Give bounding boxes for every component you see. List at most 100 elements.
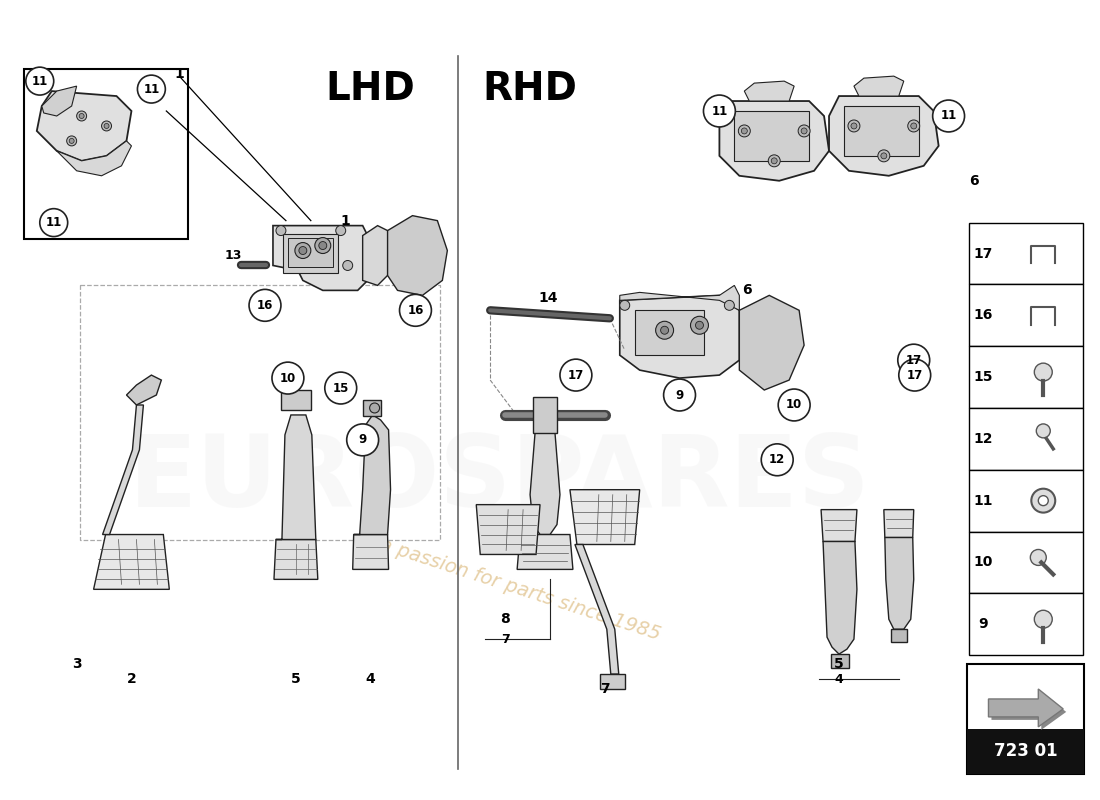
- Text: 12: 12: [769, 454, 785, 466]
- Circle shape: [336, 226, 345, 235]
- Text: EUROSPARES: EUROSPARES: [129, 431, 871, 528]
- Bar: [280, 390, 311, 410]
- Text: 17: 17: [568, 369, 584, 382]
- Bar: [283, 234, 338, 274]
- Circle shape: [138, 75, 165, 103]
- Text: 11: 11: [974, 494, 993, 508]
- Text: 9: 9: [675, 389, 684, 402]
- Polygon shape: [274, 539, 318, 579]
- Polygon shape: [854, 76, 904, 96]
- Bar: [967, 664, 1085, 774]
- Text: 1: 1: [175, 67, 184, 81]
- Polygon shape: [821, 510, 857, 542]
- Circle shape: [761, 444, 793, 476]
- Circle shape: [276, 226, 286, 235]
- Text: 11: 11: [45, 216, 62, 229]
- Bar: [967, 729, 1085, 774]
- Circle shape: [1031, 550, 1046, 566]
- Text: 723 01: 723 01: [993, 742, 1057, 760]
- Circle shape: [771, 158, 778, 164]
- Circle shape: [741, 128, 747, 134]
- Polygon shape: [719, 101, 829, 181]
- Bar: [968, 470, 1084, 531]
- Circle shape: [911, 123, 916, 129]
- Bar: [830, 654, 849, 668]
- Text: 16: 16: [407, 304, 424, 317]
- Circle shape: [663, 379, 695, 411]
- Polygon shape: [354, 415, 390, 534]
- Text: 15: 15: [332, 382, 349, 394]
- Bar: [968, 594, 1084, 655]
- Bar: [968, 285, 1084, 346]
- Polygon shape: [517, 534, 573, 570]
- Polygon shape: [989, 689, 1064, 727]
- Bar: [968, 531, 1084, 594]
- Text: 6: 6: [969, 174, 978, 188]
- Bar: [735, 111, 810, 161]
- Circle shape: [851, 123, 857, 129]
- Text: 7: 7: [500, 633, 509, 646]
- Polygon shape: [94, 534, 169, 590]
- Circle shape: [1038, 496, 1048, 506]
- Bar: [635, 310, 704, 355]
- Text: 10: 10: [974, 555, 993, 570]
- Circle shape: [69, 138, 74, 143]
- Text: 11: 11: [940, 110, 957, 122]
- Text: 4: 4: [835, 673, 844, 686]
- Text: 3: 3: [72, 657, 81, 671]
- Polygon shape: [991, 692, 1066, 730]
- Circle shape: [778, 389, 810, 421]
- Text: 10: 10: [279, 371, 296, 385]
- Text: 8: 8: [500, 612, 510, 626]
- Circle shape: [933, 100, 965, 132]
- Bar: [24, 69, 188, 238]
- Polygon shape: [273, 226, 367, 290]
- Text: 6: 6: [742, 283, 752, 298]
- Polygon shape: [363, 226, 393, 286]
- Circle shape: [324, 372, 356, 404]
- Circle shape: [656, 322, 673, 339]
- Bar: [968, 408, 1084, 470]
- Text: 5: 5: [834, 657, 844, 671]
- Circle shape: [370, 403, 379, 413]
- Circle shape: [40, 209, 68, 237]
- Text: 11: 11: [712, 105, 727, 118]
- Text: 9: 9: [979, 618, 988, 631]
- Bar: [968, 222, 1084, 285]
- Text: 13: 13: [224, 249, 242, 262]
- Text: 5: 5: [292, 672, 300, 686]
- Text: 4: 4: [366, 672, 375, 686]
- Bar: [600, 674, 625, 689]
- Circle shape: [79, 114, 84, 118]
- Text: RHD: RHD: [483, 70, 578, 108]
- Circle shape: [67, 136, 77, 146]
- Circle shape: [272, 362, 304, 394]
- Polygon shape: [102, 405, 143, 534]
- Text: 15: 15: [974, 370, 993, 384]
- Bar: [288, 238, 333, 267]
- Circle shape: [1034, 610, 1053, 628]
- Polygon shape: [476, 505, 540, 554]
- Text: 1: 1: [341, 214, 351, 228]
- Circle shape: [560, 359, 592, 391]
- Bar: [363, 400, 381, 416]
- Circle shape: [768, 155, 780, 167]
- Text: 17: 17: [906, 369, 923, 382]
- Text: a passion for parts since 1985: a passion for parts since 1985: [377, 535, 663, 644]
- Circle shape: [101, 121, 111, 131]
- Bar: [534, 397, 557, 433]
- Circle shape: [661, 326, 669, 334]
- Circle shape: [1032, 489, 1055, 513]
- Circle shape: [1034, 363, 1053, 381]
- Circle shape: [346, 424, 378, 456]
- Text: 16: 16: [256, 299, 273, 312]
- Circle shape: [704, 95, 736, 127]
- Polygon shape: [353, 534, 388, 570]
- Polygon shape: [739, 295, 804, 390]
- Bar: [844, 106, 918, 156]
- Circle shape: [343, 261, 353, 270]
- Circle shape: [881, 153, 887, 159]
- Text: 10: 10: [786, 398, 802, 411]
- Circle shape: [299, 246, 307, 254]
- Bar: [891, 630, 906, 642]
